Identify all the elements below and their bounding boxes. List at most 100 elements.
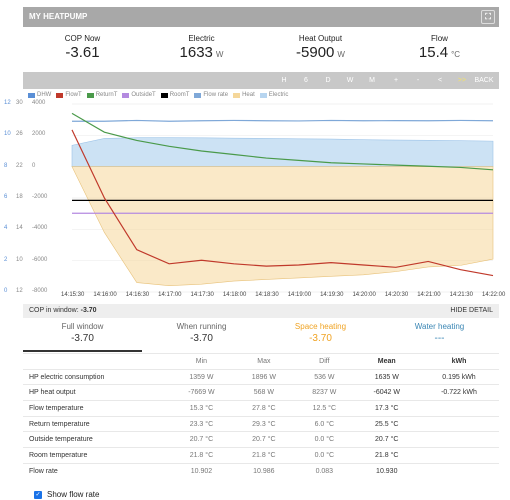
y-tick-label: 6 xyxy=(4,194,8,200)
stat-value: 1633 W xyxy=(179,44,224,61)
stat-label: COP Now xyxy=(64,34,101,43)
legend-item[interactable]: Heat xyxy=(233,92,255,98)
mode-label: Space heating xyxy=(294,322,347,331)
table-cell: 25.5 °C xyxy=(354,415,419,432)
toolbar-button-3[interactable]: W xyxy=(346,77,354,84)
table-cell xyxy=(418,415,499,432)
table-cell: -6042 W xyxy=(354,384,419,401)
fullscreen-icon[interactable]: ⛶ xyxy=(481,10,495,24)
table-cell: 20.7 °C xyxy=(169,431,234,448)
stat-electric: Electric 1633 W xyxy=(142,27,261,63)
legend-swatch xyxy=(56,92,64,98)
cop-window-label: COP in window: xyxy=(29,307,79,314)
y-tick-label: 12 xyxy=(16,288,23,294)
table-cell: 0.195 kWh xyxy=(418,368,499,385)
toolbar-button-0[interactable]: H xyxy=(281,77,287,84)
column-header: kWh xyxy=(418,353,499,370)
stat-heat-output: Heat Output -5900 W xyxy=(261,27,380,63)
table-cell: 27.8 °C xyxy=(233,400,295,417)
cop-window-value: -3.70 xyxy=(80,307,97,314)
x-tick-label: 14:19:30 xyxy=(320,292,344,298)
mode-label: When running xyxy=(176,322,227,331)
y-tick-label: 0 xyxy=(32,162,36,169)
x-tick-label: 14:20:00 xyxy=(352,292,376,298)
x-tick-label: 14:16:00 xyxy=(93,292,117,298)
table-cell: -7669 W xyxy=(169,384,234,401)
legend-item[interactable]: OutsideT xyxy=(122,92,156,98)
legend-label: Electric xyxy=(268,92,289,98)
x-tick-label: 14:22:00 xyxy=(482,292,506,298)
stat-cop-now: COP Now -3.61 xyxy=(23,27,142,63)
y-tick-label: -8000 xyxy=(32,288,48,294)
table-cell: 568 W xyxy=(233,384,295,401)
y-tick-label: 12 xyxy=(4,100,11,106)
flow-rate-line xyxy=(72,119,494,122)
mode-value: --- xyxy=(434,333,445,344)
y-tick-label: -2000 xyxy=(32,194,48,200)
toolbar-button-9[interactable]: BACK xyxy=(474,77,494,84)
returnt-line xyxy=(71,112,494,171)
x-tick-label: 14:20:30 xyxy=(384,292,409,298)
y-tick-label: 26 xyxy=(16,131,23,138)
y-tick-label: 10 xyxy=(16,256,23,263)
column-header: Max xyxy=(233,353,295,370)
chart-toolbar: H 6 D W M + - < >> BACK xyxy=(23,72,499,89)
legend-item[interactable]: Flow rate xyxy=(194,92,228,98)
panel-title: MY HEATPUMP xyxy=(29,12,88,21)
show-flow-rate[interactable]: ✓ Show flow rate xyxy=(34,490,99,499)
legend-item[interactable]: DHW xyxy=(28,92,51,98)
mode-value: -3.70 xyxy=(71,333,94,344)
legend-item[interactable]: ReturnT xyxy=(86,92,117,98)
y-tick-label: -6000 xyxy=(32,256,48,263)
y-tick-label: 2000 xyxy=(32,131,46,138)
x-tick-label: 14:19:00 xyxy=(287,292,312,298)
flowt-line xyxy=(71,129,494,277)
toolbar-button-5[interactable]: + xyxy=(393,77,399,84)
toolbar-button-7[interactable]: < xyxy=(437,77,443,84)
toolbar-button-6[interactable]: - xyxy=(416,77,420,84)
x-tick-label: 14:18:30 xyxy=(255,292,279,298)
column-header xyxy=(23,353,170,370)
table-cell: 8237 W xyxy=(294,384,355,401)
stat-value: -5900 W xyxy=(296,44,345,61)
table-cell: Room temperature xyxy=(23,447,170,464)
cop-window-bar: COP in window: -3.70 HIDE DETAIL xyxy=(23,304,499,318)
legend-swatch xyxy=(86,92,94,98)
table-cell: 10.930 xyxy=(354,462,419,479)
toolbar-button-1[interactable]: 6 xyxy=(304,77,308,84)
y-tick-label: 14 xyxy=(16,225,23,232)
electric-area xyxy=(71,137,494,167)
mode-tab[interactable]: Space heating -3.70 xyxy=(261,322,380,352)
show-flow-rate-checkbox[interactable]: ✓ xyxy=(34,490,42,499)
legend-item[interactable]: FlowT xyxy=(56,92,82,98)
x-tick-label: 14:17:30 xyxy=(190,292,214,298)
toolbar-button-4[interactable]: M xyxy=(369,77,375,84)
legend-item[interactable]: RoomT xyxy=(160,92,189,98)
toolbar-button-2[interactable]: D xyxy=(325,77,331,84)
table-cell: 0.0 °C xyxy=(294,431,355,448)
table-cell: 17.3 °C xyxy=(354,400,419,417)
heatpump-chart[interactable] xyxy=(23,100,499,300)
toolbar-button-8[interactable]: >> xyxy=(457,77,467,84)
table-row: Outside temperature 20.7 °C 20.7 °C 0.0 °C 2… xyxy=(23,431,499,448)
hide-detail-button[interactable]: HIDE DETAIL xyxy=(450,307,493,314)
stat-value: -3.61 xyxy=(65,44,100,61)
mode-tab[interactable]: Water heating --- xyxy=(380,322,499,352)
mode-tab[interactable]: When running -3.70 xyxy=(142,322,261,352)
mode-label: Water heating xyxy=(414,322,465,331)
stats-row: COP Now -3.61 Electric 1633 W Heat Output… xyxy=(23,27,499,63)
table-header-row: Min Max Diff Mean kWh xyxy=(23,353,499,370)
table-cell xyxy=(418,462,499,479)
legend-item[interactable]: Electric xyxy=(259,92,289,98)
table-cell: 0.083 xyxy=(294,462,355,479)
table-row: Flow rate 10.902 10.986 0.083 10.930 xyxy=(23,462,499,479)
table-cell: -0.722 kWh xyxy=(418,384,499,401)
y-tick-label: 4000 xyxy=(32,100,46,106)
table-cell: 20.7 °C xyxy=(354,431,419,448)
table-row: Room temperature 21.8 °C 21.8 °C 0.0 °C 21.8… xyxy=(23,447,499,464)
mode-tabs: Full window -3.70 When running -3.70 Space h… xyxy=(23,322,499,352)
legend-swatch xyxy=(160,92,168,98)
mode-tab[interactable]: Full window -3.70 xyxy=(23,322,142,352)
table-cell: 21.8 °C xyxy=(354,447,419,464)
chart-legend: DHW FlowT ReturnT OutsideT RoomT Flow rate Hea… xyxy=(28,92,288,98)
